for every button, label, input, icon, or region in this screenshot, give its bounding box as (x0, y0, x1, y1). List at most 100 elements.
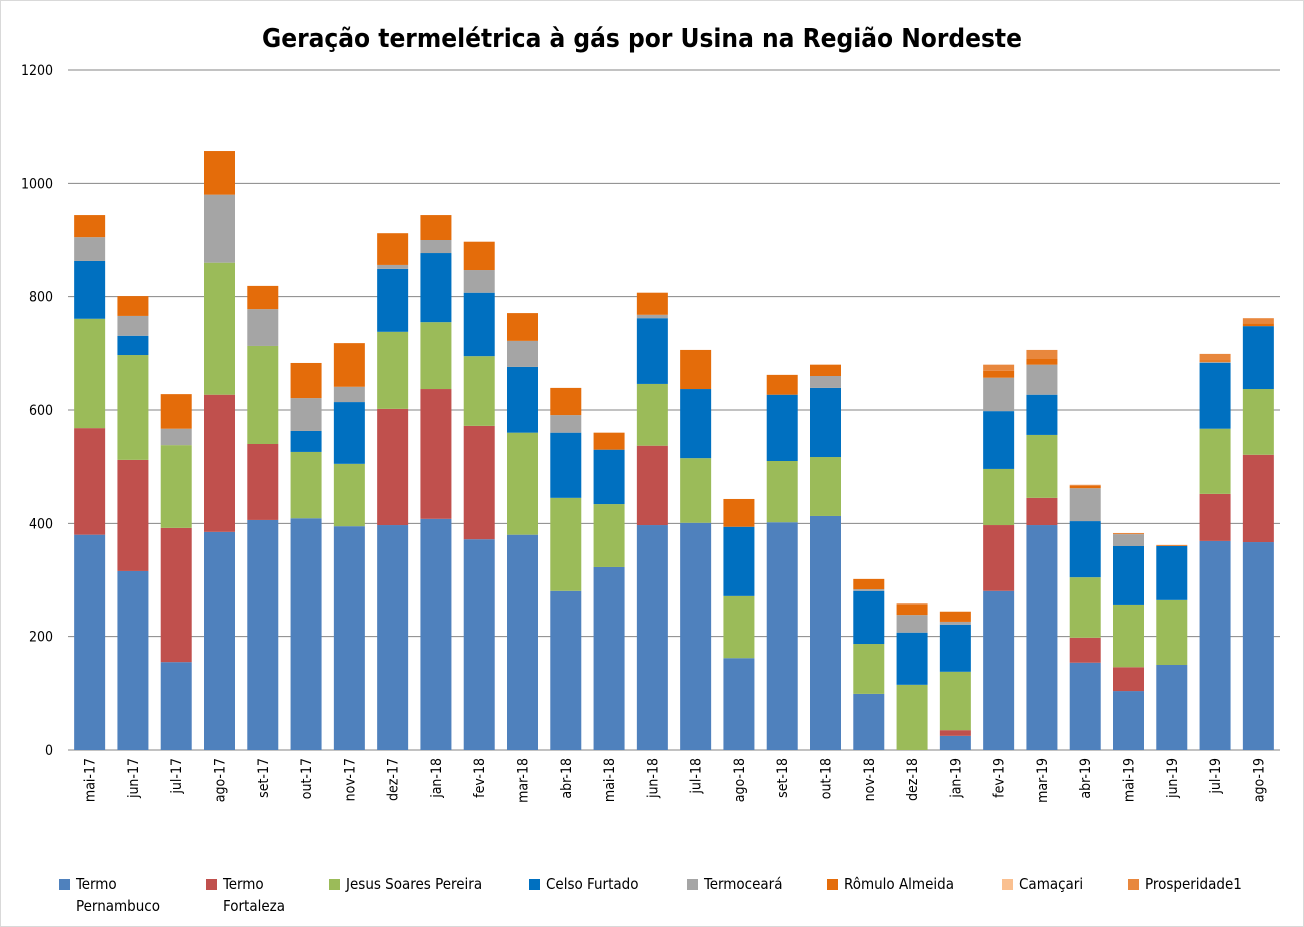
bar-segment (636, 525, 668, 750)
bar-segment (74, 260, 106, 319)
bar-segment (74, 318, 106, 429)
bar-segment (420, 240, 452, 254)
bar-segment (463, 241, 495, 271)
y-tick-label: 1200 (21, 63, 53, 79)
x-tick-label: mar-19 (1035, 758, 1051, 803)
bar-segment (1113, 667, 1144, 692)
bar-segment (333, 526, 365, 750)
x-tick-label: ago-17 (213, 758, 229, 802)
x-tick-label: jul-19 (1208, 758, 1224, 795)
bar-segment (247, 444, 279, 520)
bar-segment (723, 498, 755, 527)
bar-segment (74, 534, 106, 750)
bar-segment (1113, 604, 1144, 668)
x-tick-label: mar-18 (516, 758, 532, 803)
bar-segment (507, 534, 538, 750)
bar-segment (939, 730, 971, 736)
bar-segment (1199, 353, 1231, 361)
legend-label: Termo Pernambuco (76, 875, 160, 915)
bar-segment (1026, 497, 1058, 526)
bar-segment (420, 215, 452, 240)
legend-item: Termoceará (687, 873, 783, 895)
bar-segment (420, 389, 452, 519)
bar-segment (1156, 599, 1188, 665)
bar-segment (896, 615, 928, 633)
bar-segment (1199, 360, 1231, 362)
legend-label: Prosperidade1 (1145, 875, 1242, 893)
bar-segment (1069, 485, 1101, 489)
bar-segment (1026, 434, 1058, 498)
legend-item: Rômulo Almeida (827, 873, 954, 895)
x-tick-label: out-17 (299, 758, 315, 799)
legend-label: Rômulo Almeida (844, 875, 954, 893)
bar-segment (810, 457, 841, 516)
bar-segment (247, 285, 279, 310)
bar-segment (117, 459, 149, 571)
x-tick-label: out-18 (819, 758, 835, 799)
bar-segment (290, 518, 322, 750)
bar-segment (766, 461, 798, 523)
bar-segment (290, 398, 322, 431)
bar-segment (593, 504, 625, 567)
x-tick-label: abr-19 (1078, 758, 1094, 799)
bar-segment (680, 389, 712, 459)
legend-swatch (329, 879, 340, 890)
bar-segment (204, 394, 235, 532)
bar-segment (896, 632, 928, 685)
legend-label: Camaçari (1019, 875, 1084, 893)
bar-segment (810, 515, 841, 750)
x-tick-label: mai-18 (602, 758, 618, 802)
bar-segment (1113, 532, 1144, 535)
bar-segment (507, 340, 538, 367)
bar-segment (550, 432, 582, 498)
bar-segment (810, 387, 841, 458)
bar-segment (1156, 544, 1188, 546)
bar-segment (333, 343, 365, 387)
bar-segment (636, 383, 668, 446)
bar-segment (204, 531, 235, 750)
bar-segment (810, 364, 841, 376)
bar-segment (333, 386, 365, 403)
chart-title: Geração termelétrica à gás por Usina na … (262, 24, 1022, 54)
bar-segment (463, 356, 495, 426)
legend-swatch (206, 879, 217, 890)
bar-segment (377, 264, 409, 269)
plot: Geração termelétrica à gás por Usina na … (21, 24, 1280, 803)
x-tick-label: mai-17 (83, 758, 99, 802)
bar-segment (593, 432, 625, 450)
y-tick-label: 1000 (21, 176, 53, 192)
legend-swatch (687, 879, 698, 890)
legend-label: Celso Furtado (546, 875, 639, 893)
bar-segment (1242, 326, 1274, 390)
bar-segment (550, 497, 582, 591)
x-tick-label: nov-17 (342, 758, 358, 801)
legend-item: Prosperidade1 (1128, 873, 1242, 895)
bar-segment (983, 590, 1015, 750)
legend-item: Celso Furtado (529, 873, 638, 895)
bar-segment (247, 345, 279, 444)
x-tick-label: mai-19 (1122, 758, 1138, 802)
bar-segment (550, 387, 582, 416)
y-tick-label: 0 (45, 743, 53, 759)
bar-segment (1113, 534, 1144, 546)
bar-segment (1156, 546, 1188, 600)
bar-segment (377, 268, 409, 332)
bar-segment (766, 374, 798, 395)
bar-segment (1199, 493, 1231, 541)
bar-segment (204, 262, 235, 395)
y-tick-label: 600 (29, 403, 53, 419)
bar-segment (896, 604, 928, 616)
legend-item: Termo Pernambuco (59, 873, 176, 917)
y-tick-label: 200 (29, 630, 53, 646)
bar-segment (290, 451, 322, 519)
bar-segment (290, 430, 322, 452)
bar-segment (463, 425, 495, 540)
bar-segment (1199, 361, 1231, 363)
bar-segment (204, 194, 235, 263)
x-tick-label: nov-18 (862, 758, 878, 801)
x-tick-label: ago-19 (1251, 758, 1267, 802)
bar-segment (74, 428, 106, 535)
bar-segment (507, 432, 538, 535)
bar-segment (160, 662, 192, 750)
x-tick-label: abr-18 (559, 758, 575, 799)
